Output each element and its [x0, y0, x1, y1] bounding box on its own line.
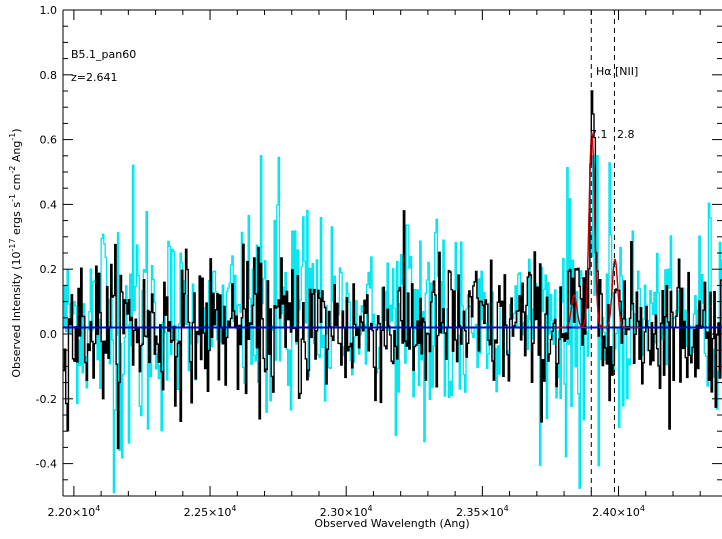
- y-label-exp1: -17: [8, 238, 17, 251]
- y-label-mid1: ergs s: [10, 202, 23, 239]
- halpha-label: Hα: [596, 65, 612, 78]
- y-tick-label: 0.8: [40, 69, 58, 82]
- noise-trace: [63, 155, 722, 494]
- x-tick-label: 2.35×104: [456, 504, 509, 519]
- y-tick-label: -0.4: [36, 458, 57, 471]
- nii-flux-label: 2.8: [617, 128, 635, 141]
- y-label-exp3: -2: [8, 166, 17, 174]
- data-trace: [63, 90, 722, 450]
- y-tick-label: 1.0: [40, 4, 58, 17]
- y-tick-label: 0.2: [40, 263, 58, 276]
- emission-line-markers: [590, 10, 615, 496]
- y-label-suffix: ): [10, 128, 23, 132]
- y-label-prefix: Observed Intensity (10: [10, 252, 23, 378]
- x-tick-label: 2.30×104: [320, 504, 373, 519]
- y-tick-label: 0.4: [40, 198, 58, 211]
- x-tick-label: 2.25×104: [184, 504, 237, 519]
- observed-spectrum: [63, 90, 722, 450]
- nii-label: [NII]: [615, 65, 638, 78]
- y-label-exp4: -1: [8, 133, 17, 141]
- y-label-mid3: Ang: [10, 141, 23, 166]
- x-axis-label: Observed Wavelength (Ang): [314, 517, 469, 530]
- redshift-label: z=2.641: [71, 71, 117, 84]
- gaussian-fit: [63, 130, 722, 329]
- svg-text:Observed Intensity (10-17 ergs: Observed Intensity (10-17 ergs s-1 cm-2 …: [8, 128, 23, 377]
- halpha-flux-label: 7.1: [590, 128, 608, 141]
- y-axis-label: Observed Intensity (10-17 ergs s-1 cm-2 …: [8, 128, 23, 377]
- axis-ticks: 1.0 0.8 0.6 0.4 0.2 0.0 -0.2 -0.4 2.20×104 2.25×1…: [36, 4, 722, 519]
- object-name: B5.1_pan60: [71, 48, 136, 61]
- y-label-mid2: cm: [10, 174, 23, 194]
- y-tick-label: -0.2: [36, 393, 57, 406]
- y-tick-label: 0.6: [40, 134, 58, 147]
- y-tick-label: 0.0: [40, 328, 58, 341]
- fit-total: [553, 130, 641, 329]
- y-label-exp2: -1: [8, 194, 17, 202]
- noise-spectrum: [63, 155, 722, 494]
- x-tick-label: 2.40×104: [592, 504, 645, 519]
- x-tick-label: 2.20×104: [47, 504, 100, 519]
